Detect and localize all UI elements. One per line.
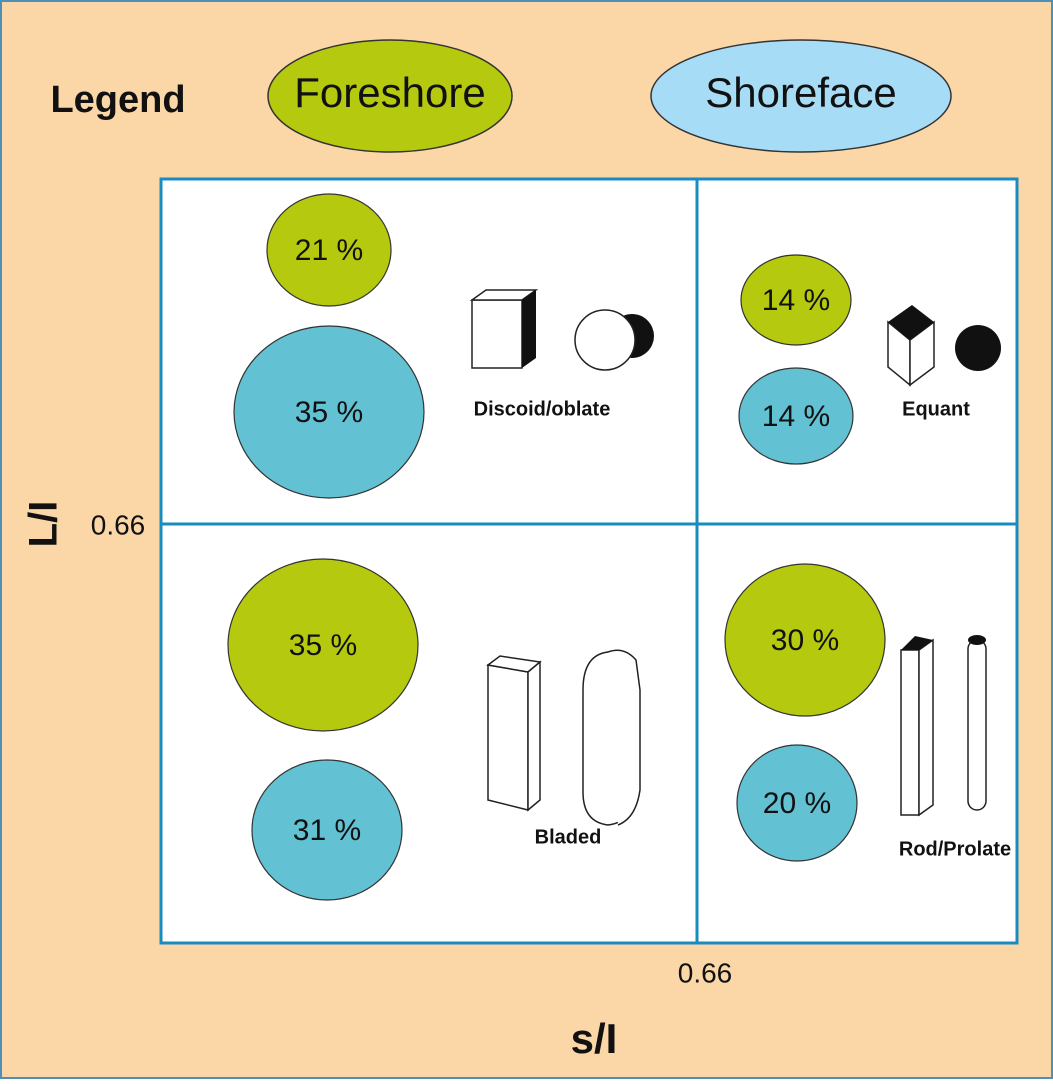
legend-item: Shoreface <box>705 69 896 116</box>
x-axis-label: s/I <box>571 1015 618 1062</box>
shoreface-percent: 35 % <box>295 396 363 429</box>
foreshore-circle <box>724 563 886 717</box>
shoreface-circle <box>738 367 854 465</box>
shape-label: Equant <box>902 398 970 420</box>
y-axis-label: L/I <box>22 501 66 548</box>
foreshore-circle <box>266 193 392 307</box>
y-tick: 0.66 <box>91 509 146 540</box>
shoreface-circle <box>251 759 403 901</box>
foreshore-circle <box>740 254 852 346</box>
shoreface-percent: 20 % <box>763 787 831 820</box>
shoreface-percent: 14 % <box>762 400 830 433</box>
shoreface-percent: 31 % <box>293 814 361 847</box>
foreshore-circle <box>227 558 419 732</box>
quadrants: 21 % 35 % Discoid/oblate 14 % 14 % Equant 35 %… <box>227 193 1011 901</box>
foreshore-percent: 14 % <box>762 284 830 317</box>
shoreface-circle <box>233 325 425 499</box>
legend-item: Foreshore <box>294 69 485 116</box>
legend-swatch <box>650 39 952 153</box>
legend-swatch <box>267 39 513 153</box>
shape-icons <box>469 289 1001 826</box>
foreshore-percent: 21 % <box>295 234 363 267</box>
shape-label: Bladed <box>535 826 602 848</box>
legend-title: Legend <box>50 79 185 121</box>
foreshore-percent: 35 % <box>289 629 357 662</box>
foreshore-percent: 30 % <box>771 624 839 657</box>
shape-label: Rod/Prolate <box>899 838 1011 860</box>
shoreface-circle <box>736 744 858 862</box>
x-tick: 0.66 <box>678 957 733 988</box>
shape-label: Discoid/oblate <box>474 398 611 420</box>
